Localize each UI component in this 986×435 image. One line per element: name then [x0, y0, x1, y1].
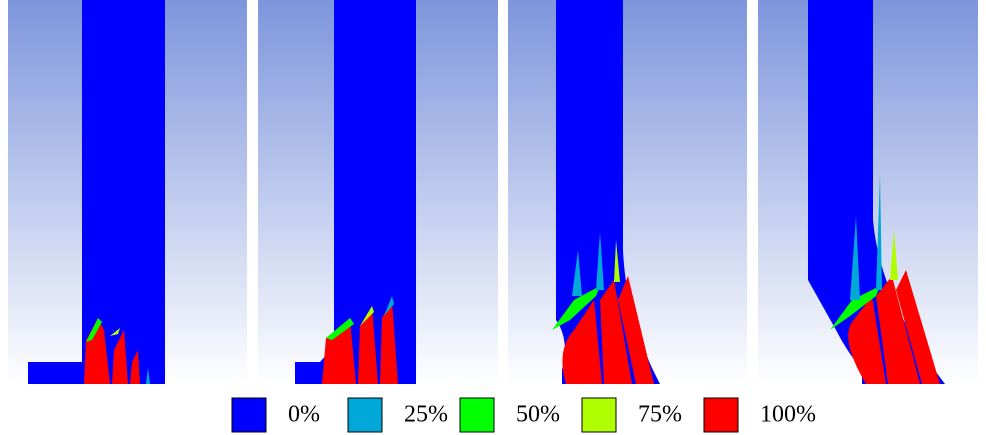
legend: 0% 25% 50% 75% 100% [232, 398, 816, 432]
panel-2 [258, 0, 498, 385]
panel-1 [8, 0, 247, 385]
panel-3 [508, 0, 747, 385]
legend-swatch [582, 398, 616, 432]
panel-4 [758, 0, 978, 385]
legend-label: 100% [760, 402, 816, 428]
legend-swatch [348, 398, 382, 432]
legend-swatch [704, 398, 738, 432]
legend-label: 0% [288, 402, 320, 428]
legend-label: 75% [638, 402, 682, 428]
legend-label: 25% [404, 402, 448, 428]
legend-swatch [232, 398, 266, 432]
figure: 0% 25% 50% 75% 100% [0, 0, 986, 435]
legend-label: 50% [516, 402, 560, 428]
legend-swatch [460, 398, 494, 432]
